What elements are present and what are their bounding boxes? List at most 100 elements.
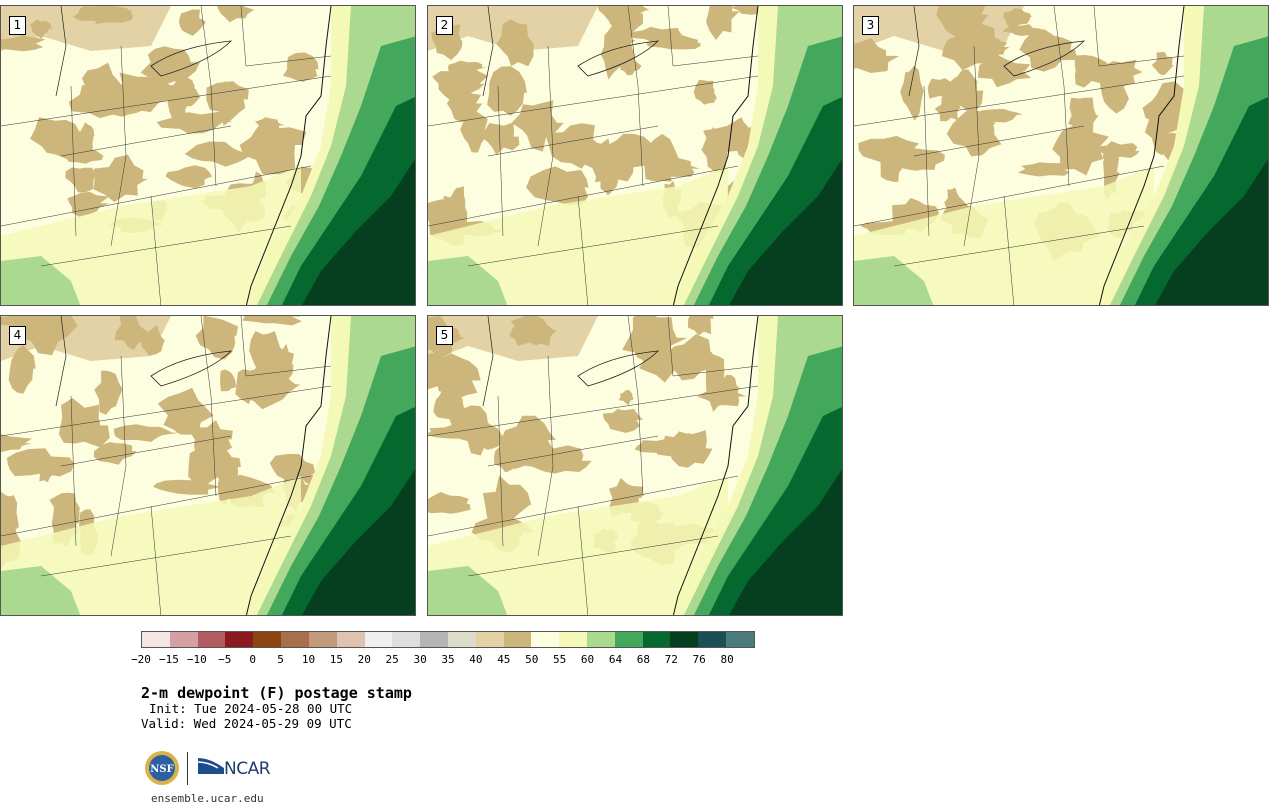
dry-dewpoint-area [1,434,33,453]
southwest-moist-area [1,256,81,305]
dry-dewpoint-area [977,54,1032,88]
ncar-logo-icon [198,758,224,774]
dry-dewpoint-area [607,133,661,171]
colorbar-segment [726,632,754,647]
dewpoint-map-2 [428,6,842,305]
southwest-moist-area [1,566,81,615]
dewpoint-map-1 [1,6,415,305]
dry-dewpoint-area [1003,8,1032,28]
dry-dewpoint-area [21,316,78,356]
dry-dewpoint-area [428,492,471,514]
dry-dewpoint-area [434,353,481,407]
lake-erie-outline [150,350,233,387]
website-url: ensemble.ucar.edu [151,792,264,805]
coastline [245,316,332,615]
state-border [667,6,759,67]
dry-dewpoint-area [6,448,75,477]
panel-number-label: 4 [9,326,26,345]
state-border [110,355,127,557]
dry-dewpoint-area [944,187,963,218]
dewpoint-map-5 [428,316,842,615]
dry-dewpoint-area [664,334,718,381]
colorbar-tick-labels: −20 −15 −10 −5 0 5 10 15 20 25 30 35 40 45 50 55 60 64 68 7… [130,653,770,667]
dry-dewpoint-area [217,81,241,124]
dry-dewpoint-area [646,34,701,50]
dry-region [428,316,598,361]
colorbar-tick-label: 5 [277,653,284,666]
state-border [1053,6,1070,187]
colorbar-tick-label: −10 [186,653,207,666]
colorbar-tick-label: 35 [441,653,455,666]
dry-dewpoint-area [113,424,181,442]
state-border [110,45,127,247]
dry-dewpoint-area [511,100,564,152]
moist-band [428,166,728,305]
colorbar-segment [475,632,504,647]
colorbar-tick-label: 50 [525,653,539,666]
dry-dewpoint-area [880,147,905,182]
dry-dewpoint-area [1,35,46,52]
dry-dewpoint-area [176,393,198,419]
dry-dewpoint-area [179,9,207,36]
dry-dewpoint-area [900,65,924,121]
dry-dewpoint-area [216,6,255,23]
dry-dewpoint-area [1074,55,1110,88]
dry-dewpoint-area [94,370,123,415]
state-border [1,165,312,227]
state-border [150,195,162,305]
colorbar-segment [420,632,448,647]
dry-dewpoint-area [687,316,714,336]
lake-erie-outline [577,40,660,77]
state-border [487,435,659,467]
dry-dewpoint-area [448,60,487,75]
dry-dewpoint-area [165,165,213,189]
dry-dewpoint-area [76,122,95,153]
colorbar-tick-label: 80 [720,653,734,666]
dewpoint-map-3 [854,6,1268,305]
valid-time: Valid: Wed 2024-05-29 09 UTC [141,716,352,731]
dry-dewpoint-area [460,103,491,153]
state-border [467,225,719,267]
dry-dewpoint-area [269,454,322,486]
dry-dewpoint-area [184,141,253,167]
state-border [913,125,1085,157]
colorbar-segment [503,632,532,647]
colorbar-tick-label: 45 [497,653,511,666]
state-border [428,475,739,537]
state-border [70,85,77,237]
state-border [923,85,930,237]
dry-dewpoint-area [82,62,124,111]
colorbar-segment [587,632,615,647]
ocean-band-darkest [729,469,842,615]
moist-band [1,166,301,305]
dry-dewpoint-area [480,122,520,156]
state-border [428,385,759,437]
colorbar-segment [169,632,198,647]
dry-dewpoint-area [89,6,134,24]
plot-title: 2-m dewpoint (F) postage stamp [141,684,412,702]
colorbar-tick-label: 30 [413,653,427,666]
lake-michigan-outline [908,6,920,97]
state-border [240,6,332,67]
dry-dewpoint-area [474,422,507,450]
dry-dewpoint-area [445,395,468,436]
state-border [497,85,504,237]
colorbar-tick-label: 68 [636,653,650,666]
dry-dewpoint-area [153,479,222,495]
postage-stamp-map-3: 3 [853,5,1269,306]
svg-text:NSF: NSF [150,764,173,775]
moist-band [854,166,1154,305]
dry-dewpoint-area [282,52,319,82]
dry-dewpoint-area [494,439,529,473]
lake-erie-outline [150,40,233,77]
colorbar-segment [336,632,365,647]
state-border [40,225,292,267]
dry-dewpoint-area [941,23,1005,71]
colorbar-tick-label: 20 [357,653,371,666]
dry-dewpoint-area [720,374,741,401]
state-border [200,6,217,187]
colorbar-segment [197,632,226,647]
state-border [70,395,77,547]
ocean-band-darkest [729,159,842,305]
dry-dewpoint-area [1068,97,1099,137]
